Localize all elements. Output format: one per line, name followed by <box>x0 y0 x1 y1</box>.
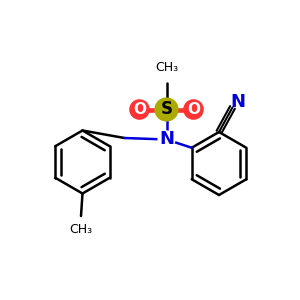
Text: O: O <box>187 102 200 117</box>
Text: O: O <box>133 102 146 117</box>
Text: CH₃: CH₃ <box>155 61 178 74</box>
Circle shape <box>158 131 175 148</box>
Circle shape <box>155 98 178 121</box>
Circle shape <box>130 100 149 119</box>
Text: N: N <box>159 130 174 148</box>
Text: CH₃: CH₃ <box>69 223 93 236</box>
Text: S: S <box>160 100 172 118</box>
Text: N: N <box>230 93 245 111</box>
Circle shape <box>184 100 203 119</box>
